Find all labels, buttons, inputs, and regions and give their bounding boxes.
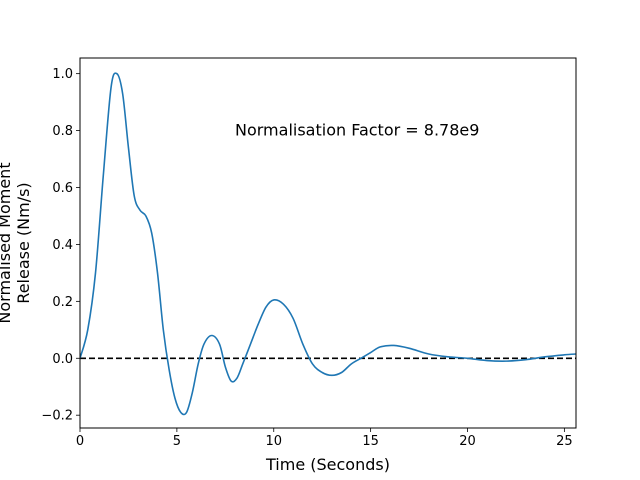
y-tick-label: 0.8 xyxy=(52,124,73,139)
y-tick-label: 0.0 xyxy=(52,352,73,367)
series-line-0 xyxy=(80,72,576,416)
y-tick-label: 0.6 xyxy=(52,181,73,196)
y-tick-label: 0.2 xyxy=(52,295,73,310)
y-axis-label-line-1: Normalised Moment xyxy=(0,162,14,323)
y-tick-label: 1.0 xyxy=(52,67,73,82)
x-tick-label: 10 xyxy=(265,434,282,449)
y-axis-label-line-2: Release (Nm/s) xyxy=(14,182,33,303)
x-axis-label: Time (Seconds) xyxy=(265,455,390,474)
axes-frame xyxy=(79,57,577,429)
x-tick-label: 20 xyxy=(459,434,476,449)
x-axis: 0 5 10 15 20 25 xyxy=(76,428,573,449)
x-tick-label: 0 xyxy=(76,434,84,449)
y-tick-label: 0.4 xyxy=(52,238,73,253)
normalisation-annotation: Normalisation Factor = 8.78e9 xyxy=(235,121,479,140)
x-tick-label: 25 xyxy=(556,434,573,449)
x-tick-label: 5 xyxy=(173,434,181,449)
y-axis: −0.2 0.0 0.2 0.4 0.6 0.8 1.0 xyxy=(41,67,80,424)
x-tick-label: 15 xyxy=(362,434,379,449)
y-tick-label: −0.2 xyxy=(41,409,73,424)
plot-area xyxy=(80,72,576,416)
